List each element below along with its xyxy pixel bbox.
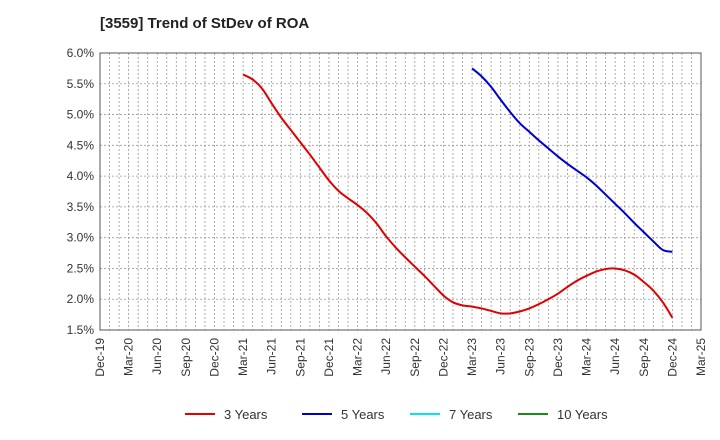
y-tick-label: 3.5% bbox=[67, 200, 95, 214]
plot-frame bbox=[99, 52, 702, 331]
x-tick-label: Dec-22 bbox=[436, 338, 450, 377]
x-tick-label: Jun-22 bbox=[379, 338, 393, 375]
y-tick-label: 5.5% bbox=[67, 77, 95, 91]
x-tick-label: Sep-22 bbox=[408, 338, 422, 377]
y-tick-label: 4.0% bbox=[67, 169, 95, 183]
x-tick-label: Dec-21 bbox=[322, 338, 336, 377]
legend-label-0: 3 Years bbox=[224, 407, 268, 422]
series-line-0 bbox=[242, 73, 674, 319]
series-line-1 bbox=[471, 67, 673, 253]
legend-label-3: 10 Years bbox=[557, 407, 608, 422]
y-tick-label: 5.0% bbox=[67, 108, 95, 122]
y-axis-ticks: 1.5% 2.0% 2.5% 3.0% 3.5% 4.0% 4.5% 5.0% 5.5% 6.0% bbox=[67, 46, 95, 337]
x-tick-label: Mar-24 bbox=[580, 338, 594, 376]
x-tick-label: Sep-20 bbox=[179, 338, 193, 377]
series-layer bbox=[242, 67, 674, 319]
x-tick-label: Sep-21 bbox=[293, 338, 307, 377]
x-tick-label: Jun-21 bbox=[265, 338, 279, 375]
legend-label-2: 7 Years bbox=[449, 407, 493, 422]
legend: 3 Years 5 Years 7 Years 10 Years bbox=[185, 407, 608, 422]
x-tick-label: Mar-23 bbox=[465, 338, 479, 376]
y-tick-label: 6.0% bbox=[67, 46, 95, 60]
x-tick-label: Mar-22 bbox=[351, 338, 365, 376]
x-tick-label: Mar-25 bbox=[694, 338, 708, 376]
x-tick-label: Jun-20 bbox=[150, 338, 164, 375]
x-tick-label: Sep-23 bbox=[522, 338, 536, 377]
x-tick-label: Dec-24 bbox=[665, 338, 679, 377]
x-tick-label: Mar-21 bbox=[236, 338, 250, 376]
y-tick-label: 3.0% bbox=[67, 231, 95, 245]
chart-title: [3559] Trend of StDev of ROA bbox=[100, 15, 310, 32]
x-axis-ticks: Dec-19 Mar-20 Jun-20 Sep-20 Dec-20 Mar-21 Jun-… bbox=[93, 338, 708, 377]
x-tick-label: Jun-23 bbox=[494, 338, 508, 375]
legend-label-1: 5 Years bbox=[341, 407, 385, 422]
x-tick-label: Dec-23 bbox=[551, 338, 565, 377]
x-tick-label: Sep-24 bbox=[637, 338, 651, 377]
x-tick-label: Mar-20 bbox=[122, 338, 136, 376]
y-tick-label: 4.5% bbox=[67, 138, 95, 152]
y-tick-label: 2.0% bbox=[67, 292, 95, 306]
grid-layer bbox=[100, 53, 701, 330]
x-tick-label: Dec-20 bbox=[207, 338, 221, 377]
x-tick-label: Dec-19 bbox=[93, 338, 107, 377]
y-tick-label: 2.5% bbox=[67, 261, 95, 275]
y-tick-label: 1.5% bbox=[67, 323, 95, 337]
x-tick-label: Jun-24 bbox=[608, 338, 622, 375]
